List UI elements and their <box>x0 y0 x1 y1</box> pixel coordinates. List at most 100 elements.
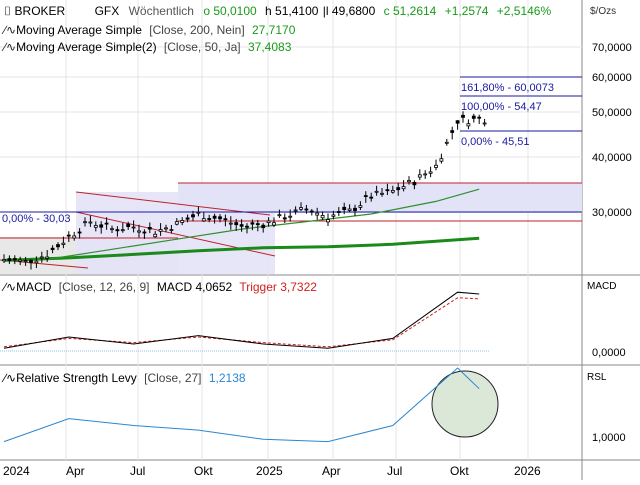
price-candle-body <box>212 215 217 219</box>
price-candle-body <box>169 229 174 231</box>
rsl-group <box>3 367 480 443</box>
price-candle-body <box>23 260 28 263</box>
price-candle-body <box>450 130 455 133</box>
ma200-line-group <box>3 236 480 262</box>
x-tick-okt24: Okt <box>194 464 213 478</box>
price-candle-body <box>83 221 87 224</box>
price-candle-body <box>374 190 379 193</box>
price-candle-body <box>358 205 363 208</box>
price-candle-body <box>207 218 212 220</box>
price-tick-50: 50,0000 <box>592 107 632 119</box>
price-candle-body <box>12 258 17 261</box>
price-candle-body <box>228 222 233 225</box>
price-candle-body <box>66 234 71 237</box>
macd-axis-zero: 0,0000 <box>592 347 626 359</box>
price-candle-body <box>336 211 341 213</box>
price-candle-body <box>282 217 287 220</box>
price-candle-body <box>164 227 168 230</box>
rsl-legend: ∕∿Relative Strength Levy [Close, 27] 1,2… <box>1 371 246 385</box>
price-candle-body <box>401 186 406 190</box>
fib-161-label: 161,80% - 60,0073 <box>461 82 554 94</box>
close-value: c 51,2614 <box>384 4 437 18</box>
price-candle-body <box>174 221 179 225</box>
macd-trigger-line <box>3 297 480 348</box>
price-candle-body <box>137 230 141 233</box>
price-candle-body <box>261 224 266 229</box>
price-candle-body <box>131 226 136 229</box>
price-candle-body <box>88 221 93 224</box>
price-candle-body <box>110 228 114 231</box>
price-candle-body <box>2 259 6 262</box>
price-candle-body <box>369 196 374 199</box>
x-tick-2026: 2026 <box>514 464 541 478</box>
price-candle-body <box>471 115 476 119</box>
consolidation-zone <box>178 183 582 213</box>
price-candle-body <box>477 116 482 119</box>
price-candle-body <box>72 235 77 239</box>
price-candle-body <box>423 173 428 176</box>
price-candle-body <box>390 189 395 193</box>
price-candle-body <box>288 215 293 218</box>
price-candle-body <box>255 223 260 226</box>
price-candle-body <box>50 247 55 250</box>
ma50-legend: ∕∿Moving Average Simple(2) [Close, 50, J… <box>1 40 292 54</box>
price-candle-body <box>315 212 320 216</box>
unit-label: $/Ozs <box>590 6 616 17</box>
price-candle-body <box>180 220 185 223</box>
macd-group <box>3 291 480 349</box>
price-candle-body <box>461 114 465 118</box>
price-candle-body <box>142 231 147 234</box>
symbol: GFX <box>95 4 120 18</box>
broker-label: BROKER <box>15 4 66 18</box>
price-candle-body <box>293 209 298 212</box>
price-tick-40: 40,0000 <box>592 152 632 164</box>
rsl-line <box>3 367 480 443</box>
price-candle-body <box>185 217 190 220</box>
price-candle-body <box>147 226 152 230</box>
price-candle-body <box>444 141 449 144</box>
ma200-line <box>3 236 480 262</box>
price-candle-body <box>245 225 249 228</box>
high-value: h 51,4100 <box>265 4 319 18</box>
price-candle-body <box>266 220 271 223</box>
price-candle-body <box>320 214 325 219</box>
price-candle-body <box>380 192 384 195</box>
price-candle-body <box>223 218 228 221</box>
x-tick-jul24: Jul <box>130 464 145 478</box>
rsl-axis-one: 1,0000 <box>592 432 626 444</box>
price-candle-body <box>277 214 282 217</box>
price-candle-body <box>466 123 471 127</box>
price-candle-body <box>250 222 255 225</box>
ma200-legend: ∕∿Moving Average Simple [Close, 200, Nei… <box>1 23 296 37</box>
price-candle-body <box>104 222 109 225</box>
macd-axis-title: MACD <box>587 281 616 292</box>
time-axis: 2024 Apr Jul Okt 2025 Apr Jul Okt 2026 <box>3 464 541 478</box>
price-candle-body <box>412 181 417 186</box>
low-value: l 49,6800 <box>326 4 376 18</box>
price-candle-body <box>29 259 33 264</box>
price-candle-body <box>407 180 411 183</box>
price-candle-body <box>326 219 330 223</box>
price-candle-body <box>331 214 336 217</box>
price-candle-body <box>77 231 82 234</box>
change-pct: +2,5146% <box>497 4 552 18</box>
price-candle-body <box>309 210 314 213</box>
price-candle-body <box>99 224 104 228</box>
price-candle-body <box>93 224 98 228</box>
price-candle-body <box>56 244 60 248</box>
price-candle-body <box>455 120 460 124</box>
price-candles-group <box>2 111 487 270</box>
price-candle-body <box>45 256 50 259</box>
price-candle-body <box>434 164 438 168</box>
change-value: +1,2574 <box>445 4 489 18</box>
x-tick-apr25: Apr <box>322 464 341 478</box>
price-candle-body <box>363 195 368 198</box>
interval: Wöchentlich <box>129 4 194 18</box>
x-tick-jul25: Jul <box>387 464 402 478</box>
fib-0-label: 0,00% - 45,51 <box>461 136 530 148</box>
price-candle-body <box>39 256 44 259</box>
fib-100-label: 100,00% - 54,47 <box>461 101 542 113</box>
price-candle-body <box>304 208 309 211</box>
price-candle-body <box>120 229 125 232</box>
